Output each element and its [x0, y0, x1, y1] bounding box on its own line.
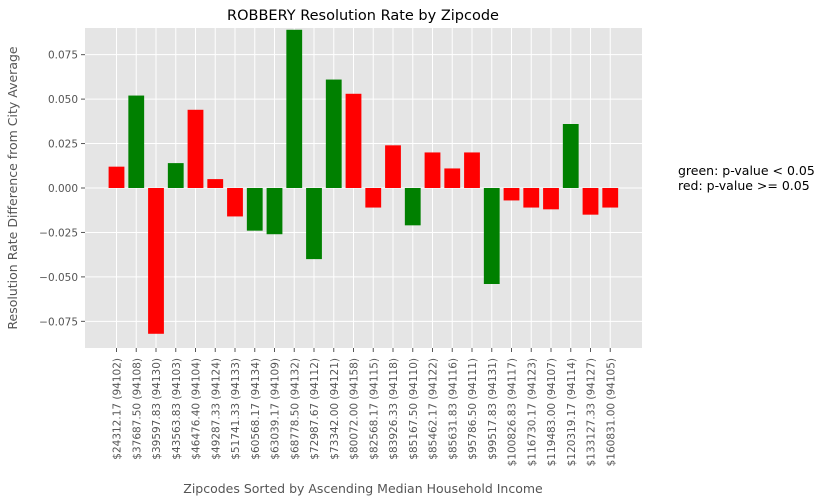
x-tick-label: $72987.67 (94112)	[309, 358, 321, 460]
x-tick-label: $24312.17 (94102)	[112, 358, 124, 460]
bar	[523, 188, 540, 208]
x-tick-label: $99517.83 (94131)	[487, 358, 499, 460]
x-tick-label: $83926.33 (94118)	[388, 358, 400, 460]
y-ticks: 0.075 0.050 0.025 0.000 −0.025 −0.050 −0.075	[39, 50, 85, 328]
bar	[128, 95, 145, 188]
bar	[424, 152, 441, 188]
x-tick-label: $116730.17 (94123)	[526, 358, 538, 466]
x-ticks: $24312.17 (94102) $37687.50 (94108) $39597…	[112, 348, 617, 466]
x-tick-label: $80072.00 (94158)	[349, 358, 361, 460]
bar	[602, 188, 619, 208]
y-tick-label: 0.075	[48, 50, 78, 62]
bar	[286, 29, 303, 189]
x-tick-label: $119483.00 (94107)	[546, 358, 558, 466]
x-tick-label: $43563.83 (94103)	[171, 358, 183, 460]
bar	[246, 188, 263, 231]
bar	[582, 188, 599, 215]
x-tick-label: $85167.50 (94110)	[408, 358, 420, 460]
x-tick-label: $63039.17 (94109)	[270, 358, 282, 460]
bars	[108, 29, 619, 334]
bar	[385, 145, 401, 188]
y-tick-label: −0.025	[39, 227, 78, 239]
x-tick-label: $49287.33 (94124)	[210, 358, 222, 460]
bar	[108, 166, 125, 188]
x-tick-label: $37687.50 (94108)	[131, 358, 143, 460]
x-tick-label: $73342.00 (94121)	[329, 358, 341, 460]
x-tick-label: $60568.17 (94134)	[250, 358, 262, 460]
bar	[404, 188, 421, 226]
y-axis-label: Resolution Rate Difference from City Ave…	[5, 46, 20, 330]
bar	[325, 79, 342, 188]
bar	[483, 188, 500, 284]
bar	[306, 188, 322, 260]
chart-title: ROBBERY Resolution Rate by Zipcode	[227, 8, 499, 24]
bar	[148, 188, 164, 334]
bar	[562, 124, 579, 188]
y-tick-label: −0.050	[39, 272, 78, 284]
x-tick-label: $100826.83 (94117)	[507, 358, 519, 466]
x-tick-label: $51741.33 (94133)	[230, 358, 242, 460]
y-tick-label: 0.000	[48, 183, 78, 195]
bar	[503, 188, 520, 201]
x-tick-label: $46476.40 (94104)	[191, 358, 203, 460]
bar	[365, 188, 382, 208]
x-tick-label: $160831.00 (94105)	[605, 358, 617, 466]
bar	[345, 93, 362, 188]
x-tick-label: $85631.83 (94116)	[447, 358, 459, 460]
x-tick-label: $133127.33 (94127)	[586, 358, 598, 466]
x-axis-label: Zipcodes Sorted by Ascending Median Hous…	[183, 481, 543, 496]
bar	[543, 188, 559, 210]
bar	[187, 109, 204, 188]
y-tick-label: 0.025	[48, 139, 78, 151]
legend-green-note: green: p-value < 0.05	[678, 163, 815, 178]
bar	[464, 152, 480, 188]
x-tick-label: $85462.17 (94122)	[428, 358, 440, 460]
bar	[207, 179, 224, 188]
bar	[227, 188, 243, 217]
x-tick-label: $120319.17 (94114)	[566, 358, 578, 466]
y-tick-label: 0.050	[48, 94, 78, 106]
x-tick-label: $68778.50 (94132)	[289, 358, 301, 460]
x-tick-label: $39597.83 (94130)	[151, 358, 163, 460]
x-tick-label: $95786.50 (94111)	[467, 358, 479, 460]
bar	[444, 168, 461, 188]
legend-red-note: red: p-value >= 0.05	[678, 178, 810, 193]
bar	[266, 188, 283, 235]
x-tick-label: $82568.17 (94115)	[368, 358, 380, 460]
bar	[167, 163, 184, 188]
y-tick-label: −0.075	[39, 316, 78, 328]
